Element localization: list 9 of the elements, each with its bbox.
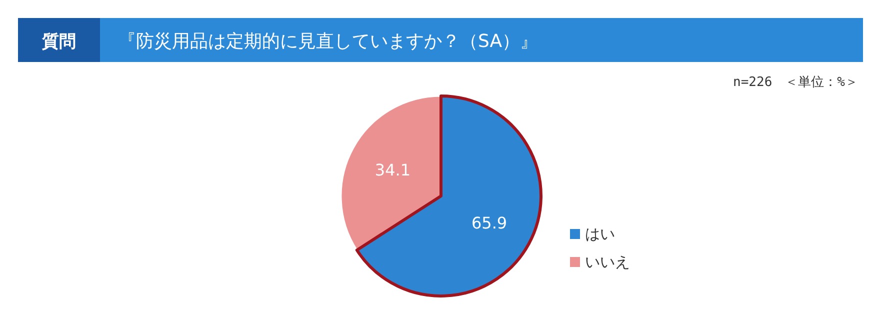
text: n=226 ＜単位：%＞ [733,75,858,90]
legend-label: はい [585,225,615,243]
pie-slice [355,94,542,298]
data-label: 65.9 [471,213,508,232]
data-label: 34.1 [374,160,411,180]
text: 質問 [41,32,76,52]
legend-label: いいえ [585,253,630,271]
chart-title: 『防災用品は定期的に見直していますか？（SA）』 [118,31,538,52]
pie-slice [340,95,442,251]
